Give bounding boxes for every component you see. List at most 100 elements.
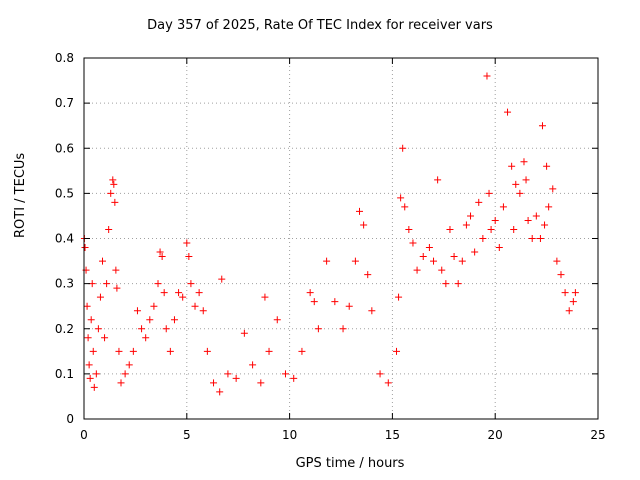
data-point xyxy=(240,329,248,337)
axis-ticks: 0 5 10 15 20 25 0 0.1 0.2 0.3 0.4 0.5 0.6 0.7 0.8 xyxy=(55,51,606,442)
data-point xyxy=(393,347,401,355)
data-point xyxy=(541,221,549,229)
data-point xyxy=(483,72,491,80)
data-point xyxy=(261,293,269,301)
data-point xyxy=(232,374,240,382)
data-point xyxy=(129,347,137,355)
data-point xyxy=(103,280,111,288)
data-point xyxy=(92,370,100,378)
data-point xyxy=(543,162,551,170)
data-point xyxy=(512,180,520,188)
data-point xyxy=(471,248,479,256)
y-tick-label: 0.5 xyxy=(55,186,74,200)
data-point xyxy=(491,216,499,224)
data-point xyxy=(185,253,193,261)
data-point xyxy=(166,347,174,355)
data-point xyxy=(409,239,417,247)
data-point xyxy=(146,316,154,324)
data-point xyxy=(508,162,516,170)
data-point xyxy=(113,284,121,292)
data-point xyxy=(224,370,232,378)
data-point xyxy=(87,316,95,324)
data-point xyxy=(397,194,405,202)
data-point xyxy=(281,370,289,378)
data-point xyxy=(524,216,532,224)
data-point xyxy=(273,316,281,324)
data-point xyxy=(81,244,89,252)
data-point xyxy=(571,289,579,297)
y-tick-label: 0.6 xyxy=(55,141,74,155)
data-point xyxy=(218,275,226,283)
data-point xyxy=(339,325,347,333)
data-point xyxy=(522,176,530,184)
data-point xyxy=(96,293,104,301)
data-point xyxy=(520,158,528,166)
data-point xyxy=(133,307,141,315)
data-point xyxy=(446,225,454,233)
data-point xyxy=(101,334,109,342)
data-point xyxy=(112,266,120,274)
data-point xyxy=(405,225,413,233)
data-point xyxy=(458,257,466,265)
data-point xyxy=(179,293,187,301)
data-point xyxy=(356,207,364,215)
data-point xyxy=(384,379,392,387)
data-point xyxy=(419,253,427,261)
data-point xyxy=(210,379,218,387)
data-point xyxy=(170,316,178,324)
data-point xyxy=(94,325,102,333)
data-point xyxy=(121,370,129,378)
data-point xyxy=(536,235,544,242)
data-point xyxy=(368,307,376,315)
data-point xyxy=(479,235,487,242)
data-point xyxy=(117,379,125,387)
y-tick-label: 0.1 xyxy=(55,367,74,381)
x-axis-label: GPS time / hours xyxy=(295,456,405,471)
data-point xyxy=(516,189,524,197)
data-point xyxy=(510,225,518,233)
data-point xyxy=(549,185,557,193)
data-point xyxy=(265,347,273,355)
data-point xyxy=(154,280,162,288)
data-point xyxy=(364,271,372,279)
data-point xyxy=(175,289,183,297)
y-tick-label: 0.8 xyxy=(55,51,74,65)
data-point xyxy=(351,257,359,265)
data-point xyxy=(401,203,409,211)
data-point xyxy=(561,289,569,297)
x-tick-label: 5 xyxy=(183,428,191,442)
data-point xyxy=(430,257,438,265)
data-point xyxy=(438,266,446,274)
y-tick-label: 0.2 xyxy=(55,322,74,336)
data-point xyxy=(528,235,536,242)
data-point xyxy=(84,334,92,342)
data-point xyxy=(195,289,203,297)
data-point xyxy=(454,280,462,288)
data-point xyxy=(345,302,353,310)
x-tick-label: 10 xyxy=(282,428,297,442)
data-point xyxy=(107,189,115,197)
data-point xyxy=(553,257,561,265)
data-point xyxy=(487,225,495,233)
data-point xyxy=(538,122,546,130)
data-point xyxy=(158,253,166,261)
data-point xyxy=(105,225,113,233)
data-point xyxy=(115,347,123,355)
data-point xyxy=(187,280,195,288)
data-point xyxy=(290,374,298,382)
data-point xyxy=(298,347,306,355)
data-point xyxy=(111,198,119,206)
data-point xyxy=(376,370,384,378)
y-tick-label: 0 xyxy=(66,412,74,426)
data-point xyxy=(569,298,577,306)
data-point xyxy=(83,302,91,310)
data-point xyxy=(413,266,421,274)
data-point xyxy=(485,189,493,197)
data-point xyxy=(495,244,503,252)
data-point xyxy=(504,108,512,116)
data-point xyxy=(450,253,458,261)
data-point xyxy=(90,383,98,391)
data-point xyxy=(109,176,117,184)
data-point xyxy=(323,257,331,265)
y-tick-label: 0.7 xyxy=(55,96,74,110)
